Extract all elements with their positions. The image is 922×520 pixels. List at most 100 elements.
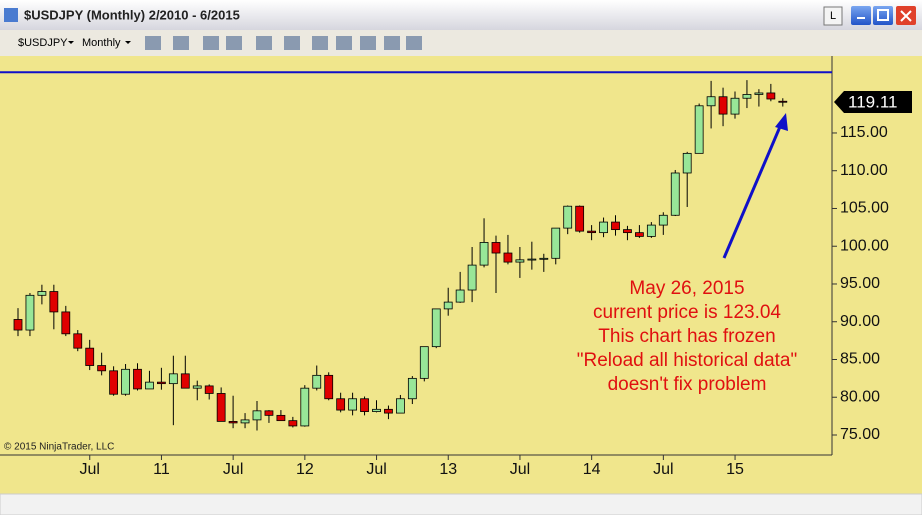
y-tick-label: 80.00 [840, 388, 880, 405]
candle-body [216, 393, 226, 422]
annotation-text: current price is 123.04 [593, 302, 781, 323]
y-tick-label: 105.00 [840, 200, 889, 217]
candle-body [503, 252, 513, 263]
maximize-button[interactable] [873, 6, 893, 25]
candle-body [228, 421, 238, 424]
y-tick-label: 95.00 [840, 275, 880, 292]
tool-icon[interactable] [226, 36, 242, 50]
tool-icon[interactable] [256, 36, 272, 50]
annotation-arrowhead [775, 113, 788, 131]
candle-body [646, 224, 656, 237]
candle-body [467, 264, 477, 291]
annotation-arrow [722, 121, 784, 259]
candle-body [97, 365, 107, 372]
candle-body [455, 289, 465, 303]
period-select[interactable]: Monthly [82, 37, 121, 49]
candle-body [419, 346, 429, 379]
chart-background [0, 56, 922, 494]
candle-body [121, 368, 130, 395]
candle-body [264, 410, 274, 416]
dropdown-arrow [125, 41, 131, 44]
candle-body [240, 419, 250, 424]
candle-body [252, 410, 262, 421]
x-tick-label: 13 [439, 461, 457, 478]
dropdown-arrow [68, 41, 74, 44]
tool-icon[interactable] [336, 36, 352, 50]
x-tick-label: 12 [296, 461, 314, 478]
candle-body [324, 374, 334, 400]
candle-body [276, 414, 286, 422]
candle-body [360, 398, 369, 412]
candle-body [156, 381, 166, 385]
candle-body [37, 291, 47, 296]
candle-body [599, 221, 608, 234]
y-tick-label: 75.00 [840, 426, 880, 443]
price-marker-label: 119.11 [848, 92, 897, 111]
candle-body [145, 381, 154, 390]
candle-body [13, 319, 23, 331]
close-icon [900, 10, 912, 22]
candle-body [611, 221, 620, 231]
annotation-text: "Reload all historical data" [577, 350, 798, 371]
candle-body [431, 308, 441, 348]
minimize-icon [857, 17, 865, 19]
y-tick-label: 115.00 [840, 124, 888, 141]
instrument-select[interactable]: $USDJPY [18, 37, 68, 49]
title-bar [0, 0, 922, 30]
tool-icon[interactable] [173, 36, 189, 50]
candle-body [49, 291, 59, 313]
candle-body [395, 398, 405, 414]
toolbar-icons [145, 36, 422, 50]
candle-body [180, 373, 190, 389]
candle-body [133, 368, 142, 390]
tool-icon[interactable] [145, 36, 161, 50]
candle-body [384, 408, 393, 414]
window-title: $USDJPY (Monthly) 2/2010 - 6/2015 [24, 7, 240, 22]
candle-body [658, 214, 668, 226]
tool-icon[interactable] [360, 36, 376, 50]
candle-body [539, 257, 549, 260]
candle-body [730, 97, 740, 115]
tool-icon[interactable] [406, 36, 422, 50]
candle-body [192, 385, 202, 389]
candle-body [348, 398, 358, 411]
candle-body [563, 205, 573, 229]
tool-icon[interactable] [284, 36, 300, 50]
x-tick-label: 14 [583, 461, 601, 478]
candle-body [754, 92, 764, 95]
candle-body [443, 301, 453, 310]
tool-icon[interactable] [384, 36, 400, 50]
candle-body [670, 172, 680, 216]
annotation-text: This chart has frozen [598, 326, 775, 347]
tool-icon[interactable] [203, 36, 219, 50]
x-tick-label: Jul [366, 461, 386, 478]
x-tick-label: Jul [510, 461, 530, 478]
candle-body [682, 152, 692, 174]
badge[interactable] [823, 6, 843, 26]
badge-text: L [830, 10, 836, 22]
y-tick-label: 85.00 [840, 351, 880, 368]
minimize-button[interactable] [851, 6, 871, 25]
candle-body [778, 100, 788, 103]
annotation-text: May 26, 2015 [629, 278, 744, 299]
x-tick-label: Jul [653, 461, 673, 478]
candle-body [61, 311, 71, 335]
candle-body [551, 227, 561, 259]
app-icon [4, 8, 18, 22]
candle-body [515, 259, 525, 263]
x-tick-label: 11 [153, 461, 170, 478]
candle-body [372, 408, 381, 412]
candle-body [706, 96, 716, 107]
x-tick-label: Jul [80, 461, 100, 478]
candle-body [204, 385, 214, 394]
copyright: © 2015 NinjaTrader, LLC [4, 442, 114, 453]
tool-icon[interactable] [312, 36, 328, 50]
candle-body [527, 258, 537, 261]
x-tick-label: 15 [726, 461, 744, 478]
candle-body [168, 373, 178, 385]
candle-body [718, 96, 728, 115]
x-tick-label: Jul [223, 461, 243, 478]
candle-body [623, 229, 632, 234]
scroll-bar[interactable] [0, 493, 922, 516]
